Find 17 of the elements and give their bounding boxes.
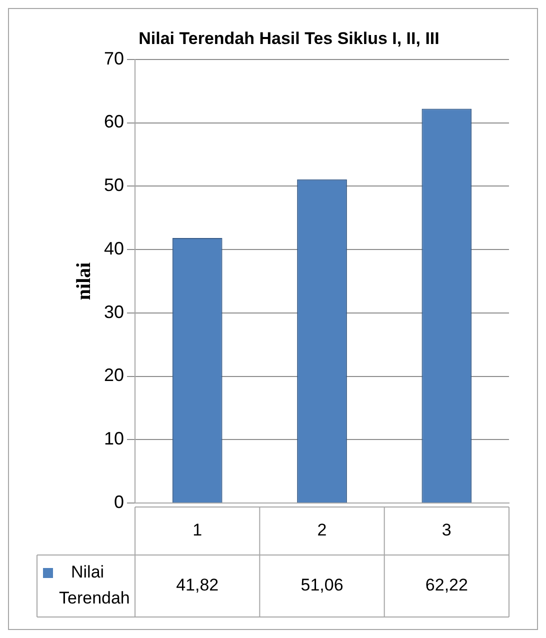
y-tick-label: 20 bbox=[104, 365, 124, 386]
data-label: 51,06 bbox=[300, 576, 344, 595]
y-tick-label: 30 bbox=[104, 302, 124, 322]
y-tick-label: 50 bbox=[104, 175, 124, 196]
y-tick-label: 60 bbox=[104, 112, 124, 132]
y-tick-label: 10 bbox=[104, 428, 124, 449]
y-tick-label: 70 bbox=[104, 48, 124, 68]
y-tick-label: 40 bbox=[104, 238, 124, 258]
legend-label: Nilai Terendah bbox=[59, 562, 130, 608]
data-label: 41,82 bbox=[176, 576, 219, 595]
data-label: 62,22 bbox=[425, 576, 468, 595]
y-tick-label: 0 bbox=[114, 492, 124, 512]
x-tick-label: 1 bbox=[192, 520, 202, 540]
y-axis-title: nilai bbox=[73, 262, 96, 300]
x-tick-label: 2 bbox=[317, 520, 327, 540]
x-tick-label: 3 bbox=[442, 520, 452, 540]
chart-title: Nilai Terendah Hasil Tes Siklus I, II, III bbox=[138, 28, 440, 48]
